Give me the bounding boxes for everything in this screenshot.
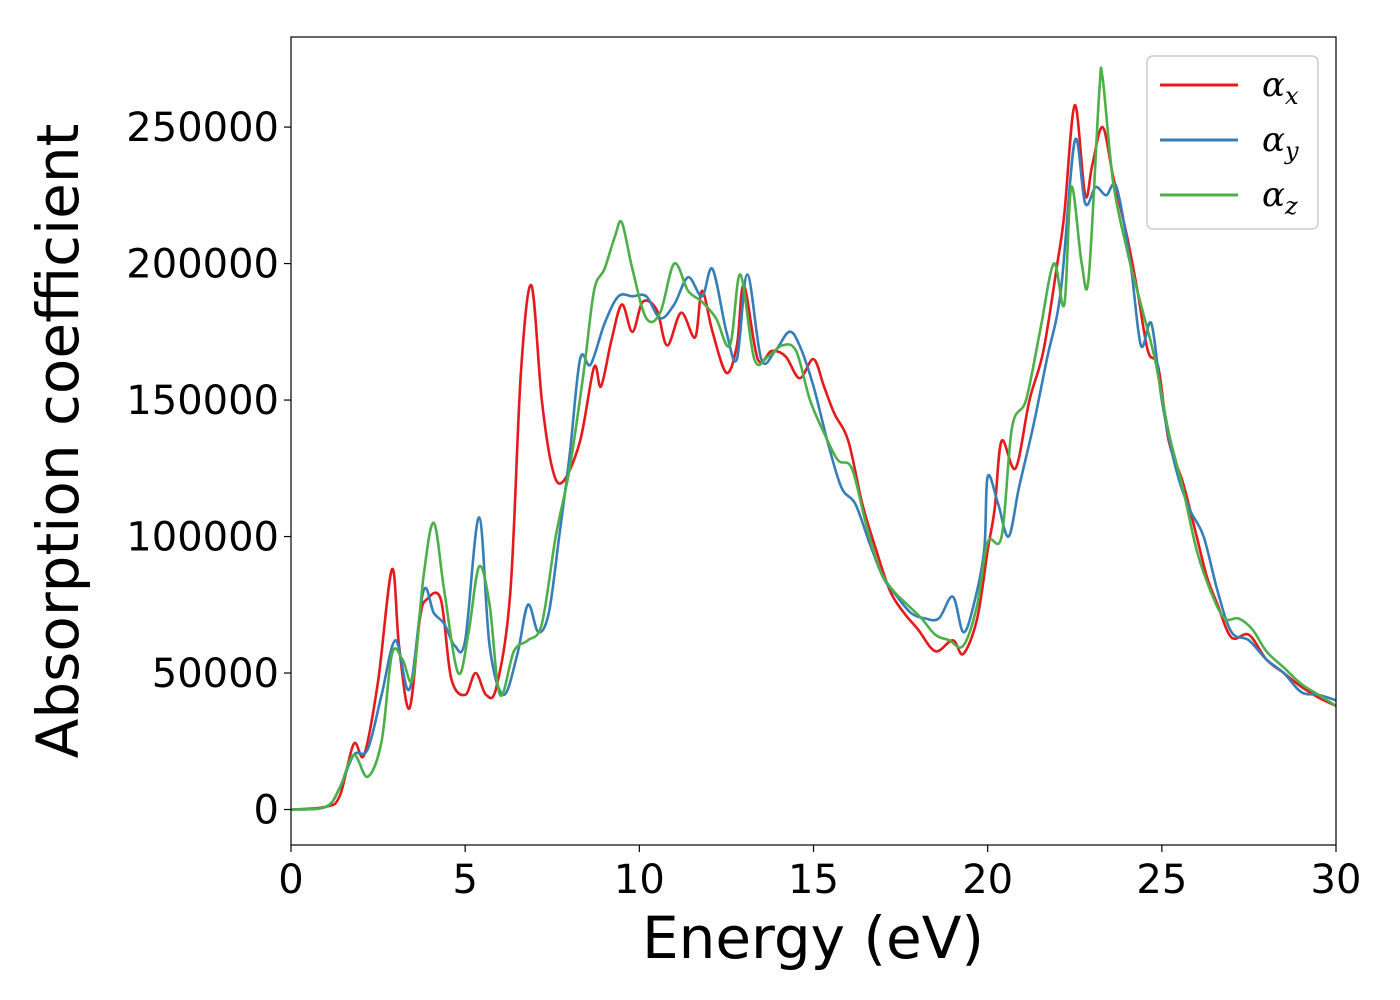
y-tick-label: 250000	[126, 105, 279, 151]
series-layer	[290, 66, 1337, 811]
x-tick-label: 0	[278, 857, 303, 903]
x-tick-label: 30	[1311, 857, 1362, 903]
legend-label-z: αz	[1262, 175, 1298, 220]
series-line-y	[290, 137, 1337, 811]
y-axis-title: Absorption coefficient	[24, 124, 92, 759]
x-tick-label: 20	[962, 857, 1013, 903]
x-axis-ticks: 0 5 10 15 20 25 30	[278, 845, 1361, 903]
y-tick-label: 50000	[152, 651, 279, 697]
series-line-z	[290, 66, 1337, 811]
legend: αx αy αz	[1146, 55, 1319, 230]
y-tick-label: 0	[254, 788, 279, 834]
y-tick-label: 150000	[126, 378, 279, 424]
legend-label-y: αy	[1262, 120, 1299, 165]
x-tick-label: 25	[1136, 857, 1187, 903]
y-tick-label: 200000	[126, 242, 279, 288]
x-tick-label: 15	[788, 857, 839, 903]
legend-label-x: αx	[1262, 65, 1299, 110]
x-axis-title: Energy (eV)	[642, 904, 984, 972]
legend-box	[1146, 55, 1319, 230]
y-tick-label: 100000	[126, 515, 279, 561]
x-tick-label: 10	[614, 857, 665, 903]
y-axis-ticks: 0 50000 100000 150000 200000 250000	[126, 105, 291, 834]
series-line-x	[290, 103, 1337, 811]
x-tick-label: 5	[452, 857, 477, 903]
